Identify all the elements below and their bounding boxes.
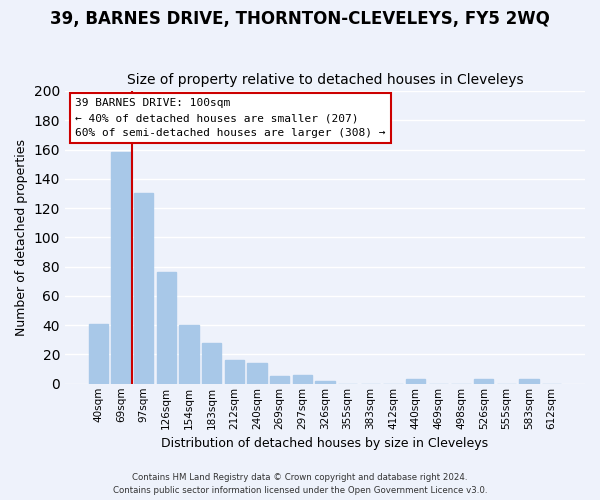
Y-axis label: Number of detached properties: Number of detached properties	[15, 139, 28, 336]
Bar	[179, 325, 199, 384]
Bar	[520, 380, 539, 384]
Text: 39, BARNES DRIVE, THORNTON-CLEVELEYS, FY5 2WQ: 39, BARNES DRIVE, THORNTON-CLEVELEYS, FY…	[50, 10, 550, 28]
Bar	[89, 324, 108, 384]
Bar	[111, 152, 131, 384]
Bar	[224, 360, 244, 384]
Title: Size of property relative to detached houses in Cleveleys: Size of property relative to detached ho…	[127, 73, 523, 87]
Bar	[157, 272, 176, 384]
Bar	[202, 343, 221, 384]
Bar	[406, 380, 425, 384]
Bar	[316, 381, 335, 384]
Bar	[270, 376, 289, 384]
Bar	[134, 194, 153, 384]
Text: 39 BARNES DRIVE: 100sqm
← 40% of detached houses are smaller (207)
60% of semi-d: 39 BARNES DRIVE: 100sqm ← 40% of detache…	[76, 98, 386, 138]
Text: Contains HM Land Registry data © Crown copyright and database right 2024.
Contai: Contains HM Land Registry data © Crown c…	[113, 474, 487, 495]
X-axis label: Distribution of detached houses by size in Cleveleys: Distribution of detached houses by size …	[161, 437, 488, 450]
Bar	[247, 364, 266, 384]
Bar	[293, 375, 312, 384]
Bar	[474, 380, 493, 384]
